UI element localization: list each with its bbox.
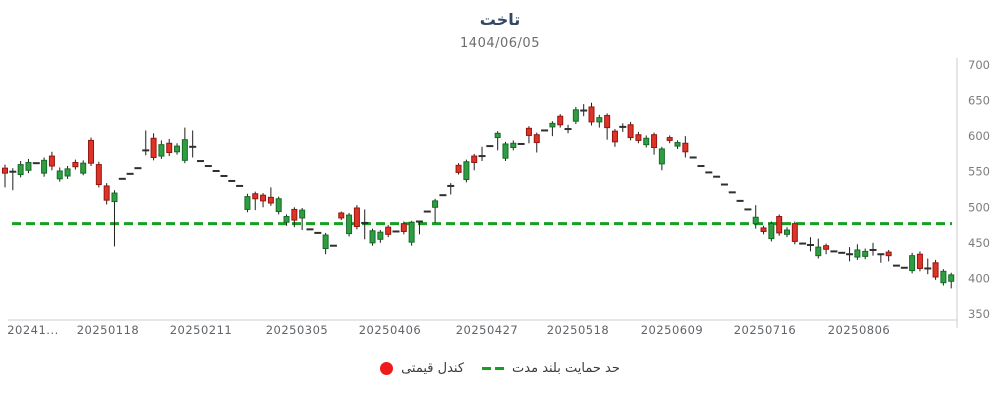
chart-title: تاخت [479, 10, 521, 29]
svg-text:650: 650 [968, 94, 990, 108]
support-dash-icon [482, 367, 492, 370]
svg-text:500: 500 [968, 200, 990, 214]
svg-text:600: 600 [968, 129, 990, 143]
svg-text:20250716: 20250716 [734, 323, 797, 337]
candlestick-chart[interactable]: 700 650 600 550 500 450 400 350 20241... 20250118… [0, 53, 1000, 345]
chart-subtitle: 1404/06/05 [460, 36, 540, 51]
svg-text:20241...: 20241... [7, 323, 59, 337]
svg-text:20250609: 20250609 [641, 323, 704, 337]
legend-candle-label[interactable]: کندل قیمتی [401, 361, 465, 376]
legend-support-label[interactable]: حد حمایت بلند مدت [512, 361, 620, 376]
svg-text:400: 400 [968, 271, 990, 285]
svg-text:20250806: 20250806 [828, 323, 891, 337]
chart-header: تاخت 1404/06/05 [0, 0, 1000, 52]
svg-text:350: 350 [968, 307, 990, 321]
svg-text:550: 550 [968, 165, 990, 179]
support-dash-icon [495, 367, 505, 370]
svg-text:20250518: 20250518 [547, 323, 610, 337]
svg-text:20250211: 20250211 [170, 323, 233, 337]
svg-text:20250406: 20250406 [359, 323, 422, 337]
legend-candle-marker[interactable] [380, 362, 394, 375]
svg-text:700: 700 [968, 58, 990, 72]
svg-text:20250427: 20250427 [456, 323, 519, 337]
svg-text:20250118: 20250118 [77, 323, 140, 337]
svg-text:20250305: 20250305 [266, 323, 329, 337]
legend: کندل قیمتی حد حمایت بلند مدت [0, 361, 1000, 376]
legend-support-marker[interactable] [482, 367, 505, 370]
svg-text:450: 450 [968, 236, 990, 250]
